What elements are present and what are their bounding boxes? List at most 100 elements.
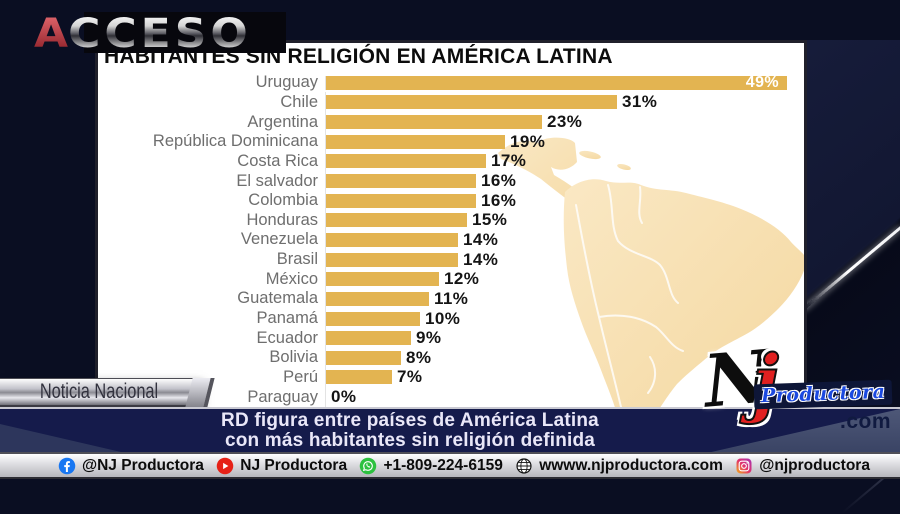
value-label: 14% (463, 229, 499, 249)
bar-zone: 16% (325, 190, 804, 211)
latin-america-map (498, 137, 804, 443)
chart-panel: HABITANTES SIN RELIGIÓN EN AMÉRICA LATIN… (95, 40, 807, 452)
country-label: Uruguay (255, 73, 318, 92)
footer-item: +1-809-224-6159 (359, 456, 503, 475)
value-label: 17% (491, 151, 527, 171)
value-label: 16% (481, 171, 517, 191)
country-label: Brasil (276, 250, 318, 269)
bar (326, 370, 392, 385)
nj-productora-logo: N j Productora .com (698, 333, 893, 448)
country-label: Ecuador (256, 328, 318, 347)
bar-zone: 0% (325, 387, 804, 408)
value-label: 11% (434, 288, 469, 308)
footer-item: NJ Productora (216, 457, 347, 475)
bar: 49% (326, 73, 787, 91)
country-label: Perú (283, 367, 318, 386)
bar-zone: 8% (325, 347, 804, 368)
footer-item: wwww.njproductora.com (515, 457, 723, 475)
bar (326, 232, 458, 247)
headline-text: RD figura entre países de América Latina… (60, 411, 760, 451)
country-label: Chile (280, 92, 318, 111)
bar (326, 134, 505, 149)
chart-row: Chile 31% (98, 92, 804, 113)
value-label: 0% (331, 387, 357, 407)
bar-zone: 31% (325, 92, 804, 113)
bar (326, 331, 411, 346)
bar (326, 311, 420, 326)
bar (326, 95, 617, 110)
country-label: Argentina (247, 112, 318, 131)
value-label: 14% (463, 249, 499, 269)
country-label: Paraguay (247, 387, 318, 406)
chart-row: El salvador 16% (98, 171, 804, 192)
chart-row: Uruguay 49% (98, 73, 804, 93)
bar (326, 154, 486, 169)
youtube-icon (216, 457, 234, 475)
chart-row: Ecuador 9% (98, 328, 804, 349)
value-label: 19% (510, 131, 546, 151)
chart-row: Venezuela 14% (98, 229, 804, 250)
value-label: 49% (745, 73, 779, 91)
bar (326, 350, 401, 365)
acceso-logo-letters: CCESO (68, 10, 252, 57)
bar (326, 252, 458, 267)
bar (326, 272, 439, 287)
headline-banner: RD figura entre países de América Latina… (0, 407, 900, 452)
logo-backdrop (84, 12, 286, 53)
bar-zone: 23% (325, 112, 804, 133)
value-label: 9% (416, 328, 442, 348)
chart-row: México 12% (98, 269, 804, 290)
value-label: 23% (547, 112, 583, 132)
footer-item-label: +1-809-224-6159 (383, 456, 503, 474)
country-label: México (265, 269, 318, 288)
nj-logo-name: Productora (753, 379, 893, 410)
value-label: 16% (481, 190, 517, 210)
whatsapp-icon (359, 457, 377, 475)
acceso-logo-accent-letter: A (34, 10, 69, 57)
footer-item-label: @njproductora (759, 456, 870, 474)
section-ribbon-label: Noticia Nacional (39, 380, 159, 403)
value-label: 7% (397, 367, 423, 387)
chart-row: República Dominicana 19% (98, 131, 804, 152)
bar-zone: 16% (325, 171, 804, 192)
acceso-logo: ACCESO (34, 8, 252, 59)
footer-item: @njproductora (735, 457, 870, 475)
chart-row: Colombia 16% (98, 190, 804, 211)
bar-zone: 14% (325, 229, 804, 250)
country-label: Panamá (256, 309, 318, 327)
bar (326, 174, 476, 189)
bar-zone: 7% (325, 367, 804, 388)
bar-zone: 14% (325, 249, 804, 270)
nj-logo-tld: .com (840, 410, 892, 433)
bar-zone: 11% (325, 288, 804, 309)
chart-row: Perú 7% (98, 367, 804, 388)
value-label: 10% (425, 308, 461, 328)
bar-zone: 12% (325, 269, 804, 290)
bar-zone: 9% (325, 328, 804, 349)
chart-row: Bolivia 8% (98, 347, 804, 368)
country-label: Guatemala (237, 289, 318, 308)
value-label: 12% (444, 269, 480, 289)
value-label: 15% (472, 210, 508, 230)
chart-row: Argentina 23% (98, 112, 804, 133)
country-label: El salvador (236, 171, 318, 190)
country-label: República Dominicana (152, 132, 318, 151)
chart-rows: Uruguay 49% Chile 31% Argentina 23% República … (98, 73, 804, 408)
footer-item-label: NJ Productora (240, 456, 348, 474)
country-label: Colombia (248, 191, 318, 210)
country-label: Costa Rica (237, 151, 318, 170)
chart-row: Paraguay 0% (98, 387, 804, 408)
bar (326, 115, 542, 130)
chart-row: Guatemala 11% (98, 288, 804, 309)
footer-item-label: @NJ Productora (82, 456, 204, 474)
footer-item: @NJ Productora (58, 457, 204, 475)
bar-zone: 15% (325, 210, 804, 231)
value-label: 8% (406, 347, 432, 367)
chart-row: Costa Rica 17% (98, 151, 804, 172)
section-ribbon: Noticia Nacional (0, 378, 215, 407)
headline-line2: con más habitantes sin religión definida (224, 430, 596, 451)
footer-item-label: wwww.njproductora.com (539, 456, 723, 474)
facebook-icon (58, 457, 76, 475)
chart-row: Brasil 14% (98, 249, 804, 270)
